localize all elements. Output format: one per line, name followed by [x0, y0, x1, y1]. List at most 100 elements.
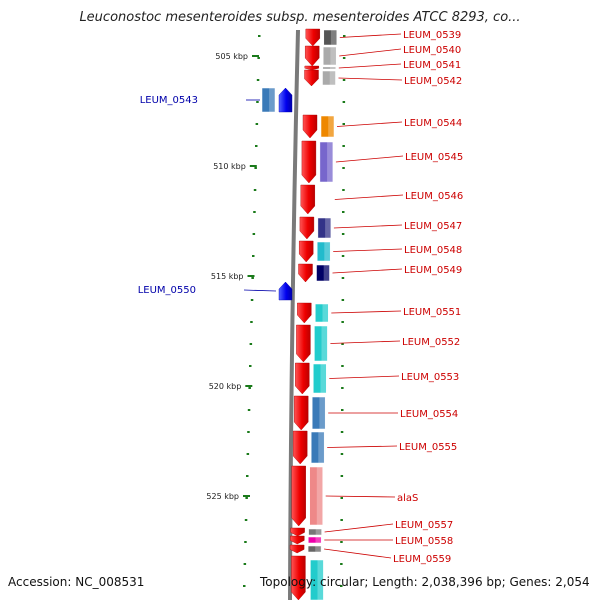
gene-label-leum_0543[interactable]: LEUM_0543: [140, 95, 198, 106]
gene-label-leum_0544[interactable]: LEUM_0544: [404, 118, 462, 129]
tick-mark-right: [340, 497, 343, 499]
gene-label-leum_0547[interactable]: LEUM_0547: [404, 221, 462, 232]
cog-category-box[interactable]: [308, 528, 322, 536]
reverse-gene-arrow[interactable]: [293, 430, 308, 465]
label-connector: [331, 310, 402, 314]
kbp-tick-mark: [252, 55, 259, 57]
forward-gene-arrow[interactable]: [278, 87, 293, 113]
gene-label-leum_0550[interactable]: LEUM_0550: [138, 285, 196, 296]
cog-category-box[interactable]: [316, 264, 330, 282]
reverse-gene-arrow[interactable]: [294, 395, 309, 431]
cog-category-box[interactable]: [323, 29, 338, 46]
tick-mark-left: [252, 255, 255, 257]
reverse-gene-arrow[interactable]: [301, 140, 317, 184]
cog-box-highlight: [315, 529, 322, 535]
tick-mark-right: [342, 79, 346, 81]
reverse-gene-arrow[interactable]: [304, 65, 319, 71]
gene-label-leum_0549[interactable]: LEUM_0549: [404, 265, 462, 276]
gene-label-leum_0552[interactable]: LEUM_0552: [402, 337, 460, 348]
tick-mark-right: [340, 431, 344, 433]
gene-label-leum_0554[interactable]: LEUM_0554: [400, 409, 458, 420]
gene-label-leum_0548[interactable]: LEUM_0548: [404, 245, 462, 256]
reverse-gene-arrow[interactable]: [304, 69, 319, 87]
tick-mark-right: [341, 343, 344, 345]
tick-mark-right: [342, 167, 345, 169]
gene-label-leum_0559[interactable]: LEUM_0559: [393, 554, 451, 565]
gene-label-leum_0545[interactable]: LEUM_0545: [405, 152, 463, 163]
forward-gene-arrow[interactable]: [278, 281, 293, 301]
label-connector: [339, 48, 402, 57]
label-connector: [334, 194, 404, 200]
gene-label-leum_0539[interactable]: LEUM_0539: [403, 30, 461, 41]
gene-label-leum_0558[interactable]: LEUM_0558: [395, 536, 453, 547]
cog-category-box[interactable]: [310, 559, 324, 600]
reverse-gene-arrow[interactable]: [297, 302, 312, 324]
tick-mark-right: [342, 211, 345, 213]
gene-label-leum_0553[interactable]: LEUM_0553: [401, 372, 459, 383]
cog-category-box[interactable]: [311, 396, 326, 430]
cog-category-box[interactable]: [313, 363, 327, 394]
label-connector: [324, 548, 392, 559]
gene-label-leum_0540[interactable]: LEUM_0540: [403, 45, 461, 56]
reverse-gene-arrow[interactable]: [290, 535, 305, 545]
tick-mark-right: [343, 35, 346, 37]
cog-category-box[interactable]: [322, 66, 337, 70]
gene-label-leum_0541[interactable]: LEUM_0541: [403, 60, 461, 71]
reverse-gene-arrow[interactable]: [295, 362, 310, 395]
gene-label-leum_0546[interactable]: LEUM_0546: [405, 191, 463, 202]
tick-mark-left: [244, 519, 248, 521]
gene-label-alas[interactable]: alaS: [397, 493, 418, 504]
cog-box-highlight: [330, 30, 337, 45]
reverse-gene-arrow[interactable]: [299, 240, 314, 263]
cog-category-box[interactable]: [319, 141, 334, 183]
tick-mark-left: [253, 211, 256, 213]
tick-mark-left: [244, 541, 247, 543]
reverse-gene-arrow[interactable]: [296, 324, 311, 363]
tick-mark-left: [252, 233, 256, 235]
cog-category-box[interactable]: [307, 545, 322, 553]
reverse-gene-arrow[interactable]: [291, 555, 306, 600]
gene-label-leum_0557[interactable]: LEUM_0557: [395, 520, 453, 531]
cog-category-box[interactable]: [322, 46, 337, 66]
label-connector: [338, 77, 403, 81]
cog-category-box[interactable]: [320, 115, 335, 138]
cog-category-box[interactable]: [309, 466, 323, 526]
reverse-gene-arrow[interactable]: [298, 263, 313, 283]
reverse-gene-arrow[interactable]: [291, 465, 306, 527]
tick-mark-right: [340, 585, 343, 587]
label-connector: [324, 523, 394, 533]
cog-category-box[interactable]: [261, 87, 276, 113]
reverse-gene-arrow[interactable]: [289, 544, 305, 554]
tick-mark-left: [246, 475, 249, 477]
cog-category-box[interactable]: [316, 241, 331, 262]
reverse-gene-arrow[interactable]: [290, 527, 305, 537]
reverse-gene-arrow[interactable]: [302, 114, 318, 139]
tick-mark-right: [341, 233, 345, 235]
cog-box-highlight: [322, 304, 329, 322]
gene-label-leum_0555[interactable]: LEUM_0555: [399, 442, 457, 453]
cog-box-highlight: [327, 142, 333, 182]
label-connector: [333, 248, 403, 252]
cog-box-highlight: [330, 67, 336, 69]
cog-box-highlight: [330, 47, 337, 65]
cog-category-box[interactable]: [308, 536, 322, 544]
cog-box-highlight: [328, 116, 335, 137]
tick-mark-left: [253, 189, 257, 191]
label-connector: [327, 445, 398, 448]
tick-mark-right: [341, 409, 344, 411]
tick-mark-right: [342, 101, 346, 103]
cog-category-box[interactable]: [317, 217, 332, 239]
reverse-gene-arrow[interactable]: [299, 216, 315, 240]
tick-mark-right: [341, 321, 344, 323]
gene-label-leum_0551[interactable]: LEUM_0551: [403, 307, 461, 318]
cog-category-box[interactable]: [314, 325, 328, 362]
kbp-label: 505 kbp: [215, 52, 248, 61]
cog-category-box[interactable]: [310, 431, 325, 464]
reverse-gene-arrow[interactable]: [305, 28, 320, 47]
gene-label-leum_0542[interactable]: LEUM_0542: [404, 76, 462, 87]
reverse-gene-arrow[interactable]: [300, 184, 315, 215]
reverse-gene-arrow[interactable]: [305, 45, 320, 67]
cog-category-box[interactable]: [322, 70, 336, 86]
cog-category-box[interactable]: [315, 303, 329, 323]
